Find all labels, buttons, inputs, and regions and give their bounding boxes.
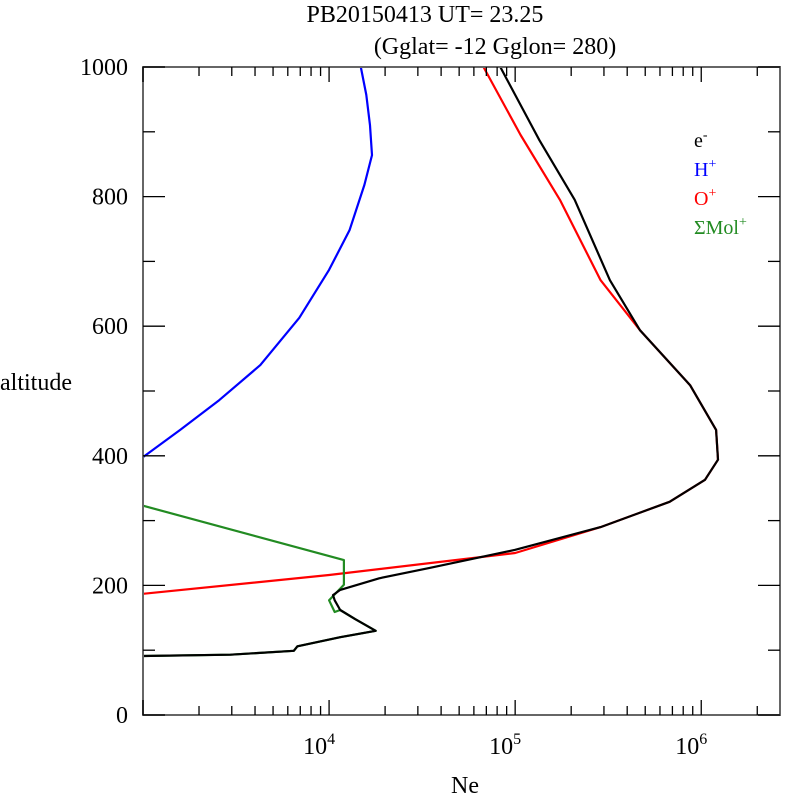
y-tick-label: 200 [92,573,128,599]
chart-title: PB20150413 UT= 23.25 [307,2,544,28]
y-tick-label: 600 [92,314,128,340]
series-line-0 [142,66,720,658]
axis-ticks [142,66,780,716]
chart-subtitle: (Gglat= -12 Gglon= 280) [374,34,616,60]
x-axis-label: Ne [451,773,479,796]
legend-item-2: O+ [694,186,716,210]
series-line-1 [142,66,374,458]
y-tick-label: 0 [116,703,128,729]
legend-item-1: H+ [694,157,716,181]
series-line-3 [142,504,377,658]
legend: e- H+ O+ ΣMol+ [694,128,747,239]
legend-item-3: ΣMol+ [694,215,747,239]
x-tick-labels: 104 105 106 [303,731,707,760]
series-layer [142,66,720,658]
legend-item-0: e- [694,128,708,152]
x-tick-label: 105 [489,731,521,760]
x-tick-label: 104 [303,731,335,760]
y-tick-label: 400 [92,444,128,470]
y-axis-label: altitude [0,370,72,396]
y-tick-label: 800 [92,185,128,211]
y-tick-label: 1000 [80,55,128,81]
y-tick-labels: 0 200 400 600 800 1000 [80,55,128,729]
plot-frame [142,66,781,716]
x-tick-label: 106 [675,731,707,760]
